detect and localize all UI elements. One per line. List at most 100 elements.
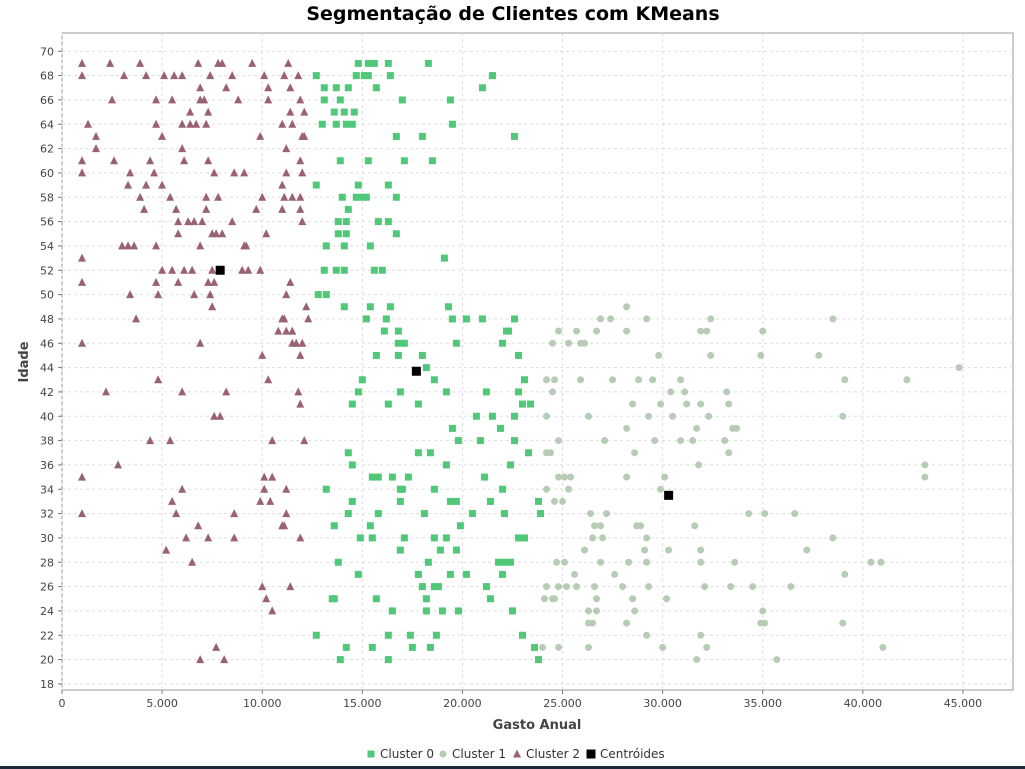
cluster-2-point	[228, 71, 237, 80]
y-axis-title: Idade	[17, 341, 32, 382]
cluster-2-point	[208, 265, 217, 274]
cluster-0-point	[332, 266, 340, 274]
cluster-2-point	[196, 241, 205, 250]
cluster-1-point	[645, 583, 653, 591]
cluster-2-point	[194, 521, 203, 530]
cluster-0-point	[454, 437, 462, 445]
cluster-1-point	[761, 510, 769, 518]
cluster-0-point	[340, 108, 348, 116]
cluster-0-point	[366, 522, 374, 530]
cluster-2-point	[268, 436, 277, 445]
cluster-0-point	[344, 205, 352, 213]
cluster-0-point	[392, 193, 400, 201]
x-tick-label: 0	[59, 697, 66, 710]
cluster-0-point	[448, 424, 456, 432]
legend-marker-cluster-1	[439, 750, 447, 758]
cluster-1-point	[611, 570, 619, 578]
cluster-1-point	[841, 376, 849, 384]
cluster-2-point	[258, 582, 267, 591]
cluster-2-point	[196, 655, 205, 664]
cluster-0-point	[348, 120, 356, 128]
cluster-1-point	[623, 619, 631, 627]
x-tick-label: 15.000	[343, 697, 382, 710]
cluster-2-point	[296, 204, 305, 213]
cluster-2-point	[110, 156, 119, 165]
cluster-1-point	[839, 412, 847, 420]
cluster-0-point	[424, 59, 432, 67]
cluster-0-point	[396, 388, 404, 396]
cluster-2-point	[174, 217, 183, 226]
cluster-0-point	[428, 157, 436, 165]
cluster-0-point	[384, 59, 392, 67]
cluster-1-point	[601, 437, 609, 445]
cluster-2-point	[78, 168, 87, 177]
cluster-1-point	[669, 412, 677, 420]
cluster-0-point	[388, 607, 396, 615]
cluster-2-point	[286, 107, 295, 116]
cluster-2-point	[256, 265, 265, 274]
cluster-2-point	[220, 655, 229, 664]
cluster-2-point	[204, 277, 213, 286]
cluster-2-point	[174, 229, 183, 238]
cluster-1-point	[661, 473, 669, 481]
cluster-2-point	[282, 326, 291, 335]
y-tick-label: 62	[40, 143, 54, 156]
cluster-2-point	[198, 217, 207, 226]
cluster-2-point	[244, 265, 253, 274]
cluster-1-point	[635, 376, 643, 384]
cluster-0-point	[448, 120, 456, 128]
cluster-1-point	[703, 327, 711, 335]
cluster-1-point	[563, 583, 571, 591]
grid-lines	[61, 33, 1013, 690]
cluster-0-point	[400, 534, 408, 542]
cluster-2-point	[124, 180, 133, 189]
cluster-0-point	[502, 327, 510, 335]
cluster-0-point	[440, 254, 448, 262]
cluster-1-point	[727, 583, 735, 591]
cluster-0-point	[514, 351, 522, 359]
cluster-1-point	[589, 534, 597, 542]
cluster-0-point	[388, 473, 396, 481]
cluster-2-point	[102, 387, 111, 396]
cluster-0-point	[372, 84, 380, 92]
cluster-2-point	[178, 387, 187, 396]
cluster-1-point	[697, 400, 705, 408]
cluster-1-point	[629, 595, 637, 603]
cluster-2-point	[152, 277, 161, 286]
cluster-2-point	[166, 436, 175, 445]
cluster-1-point	[723, 388, 731, 396]
cluster-0-point	[494, 558, 502, 566]
cluster-1-point	[637, 522, 645, 530]
cluster-2-point	[146, 436, 155, 445]
cluster-0-point	[380, 327, 388, 335]
cluster-1-point	[623, 303, 631, 311]
cluster-2-point	[296, 350, 305, 359]
cluster-2-point	[274, 326, 283, 335]
cluster-2-point	[286, 277, 295, 286]
cluster-0-point	[500, 510, 508, 518]
cluster-2-point	[230, 533, 239, 542]
cluster-2-point	[288, 192, 297, 201]
cluster-1-point	[543, 485, 551, 493]
y-tick-label: 48	[40, 313, 54, 326]
cluster-0-point	[360, 72, 368, 80]
cluster-0-point	[537, 510, 545, 518]
cluster-0-point	[362, 193, 370, 201]
cluster-2-point	[218, 58, 227, 67]
cluster-1-point	[815, 351, 823, 359]
cluster-2-point	[264, 95, 273, 104]
cluster-1-point	[591, 583, 599, 591]
cluster-1-point	[689, 437, 697, 445]
cluster-2-point	[178, 119, 187, 128]
cluster-0-point	[506, 461, 514, 469]
cluster-1-point	[581, 339, 589, 347]
cluster-0-point	[535, 497, 543, 505]
cluster-1-point	[593, 595, 601, 603]
cluster-0-point	[352, 193, 360, 201]
cluster-0-point	[404, 473, 412, 481]
cluster-0-point	[386, 72, 394, 80]
cluster-0-point	[420, 510, 428, 518]
cluster-2-point	[78, 509, 87, 518]
cluster-1-point	[623, 327, 631, 335]
x-tick-label: 5.000	[146, 697, 178, 710]
